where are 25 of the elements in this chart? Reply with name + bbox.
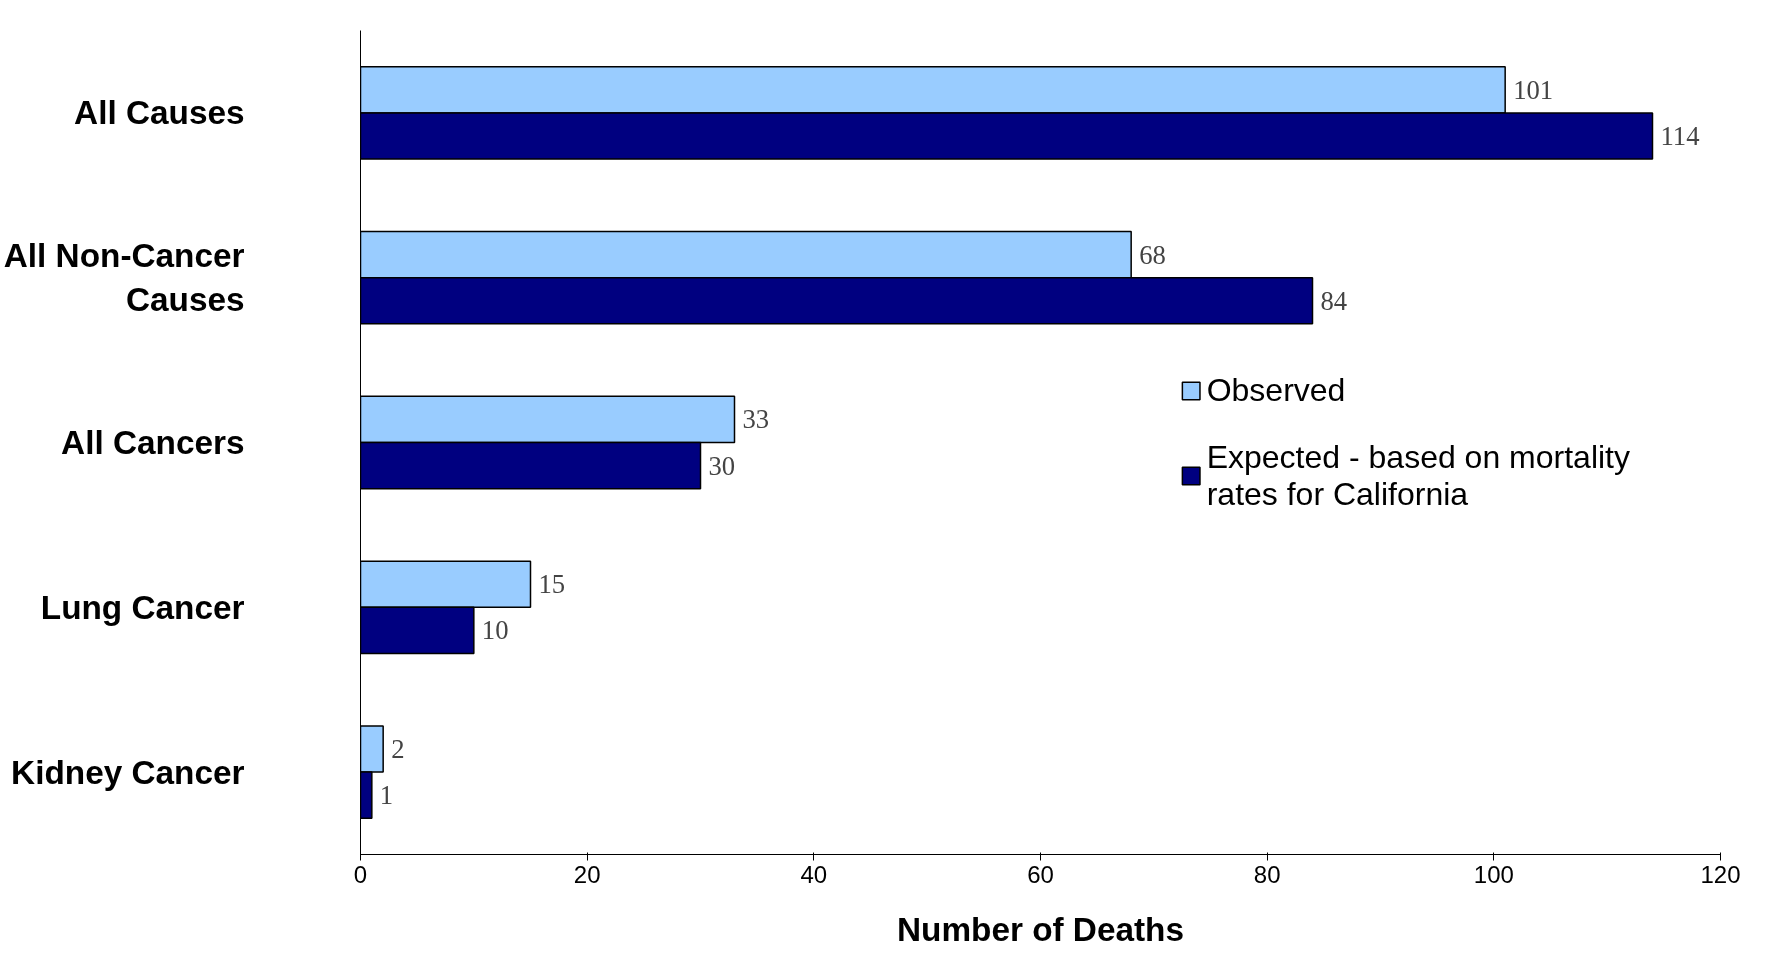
x-tick-label: 80	[1253, 860, 1281, 888]
y-tick-label: All Causes	[74, 94, 245, 132]
data-label: 114	[1660, 120, 1700, 151]
x-tick-label: 0	[353, 860, 368, 888]
legend-label: Observed	[1206, 371, 1346, 409]
data-label: 84	[1320, 285, 1348, 316]
x-tick-label: 100	[1473, 860, 1514, 888]
y-tick-label: All Cancers	[61, 424, 245, 461]
y-tick-label: Lung Cancer	[40, 588, 245, 626]
x-tick-label: 40	[800, 860, 828, 888]
data-label: 30	[708, 450, 736, 481]
data-label: 33	[742, 404, 770, 435]
data-label: 15	[538, 569, 566, 600]
x-tick-label: 20	[573, 860, 601, 888]
x-tick-label: 60	[1027, 860, 1054, 888]
data-label: 68	[1139, 239, 1166, 270]
data-label: 101	[1513, 74, 1554, 105]
y-tick-label: Kidney Cancer	[11, 753, 245, 791]
data-label: 2	[391, 734, 405, 765]
x-axis-title: Number of Deaths	[896, 910, 1185, 948]
legend-label: Expected - based on mortality rates for California	[1206, 438, 1630, 513]
data-label: 1	[379, 780, 394, 811]
x-tick-label: 120	[1700, 860, 1741, 888]
y-tick-label: All Non-Cancer Causes	[3, 237, 245, 319]
data-label: 10	[481, 615, 509, 646]
